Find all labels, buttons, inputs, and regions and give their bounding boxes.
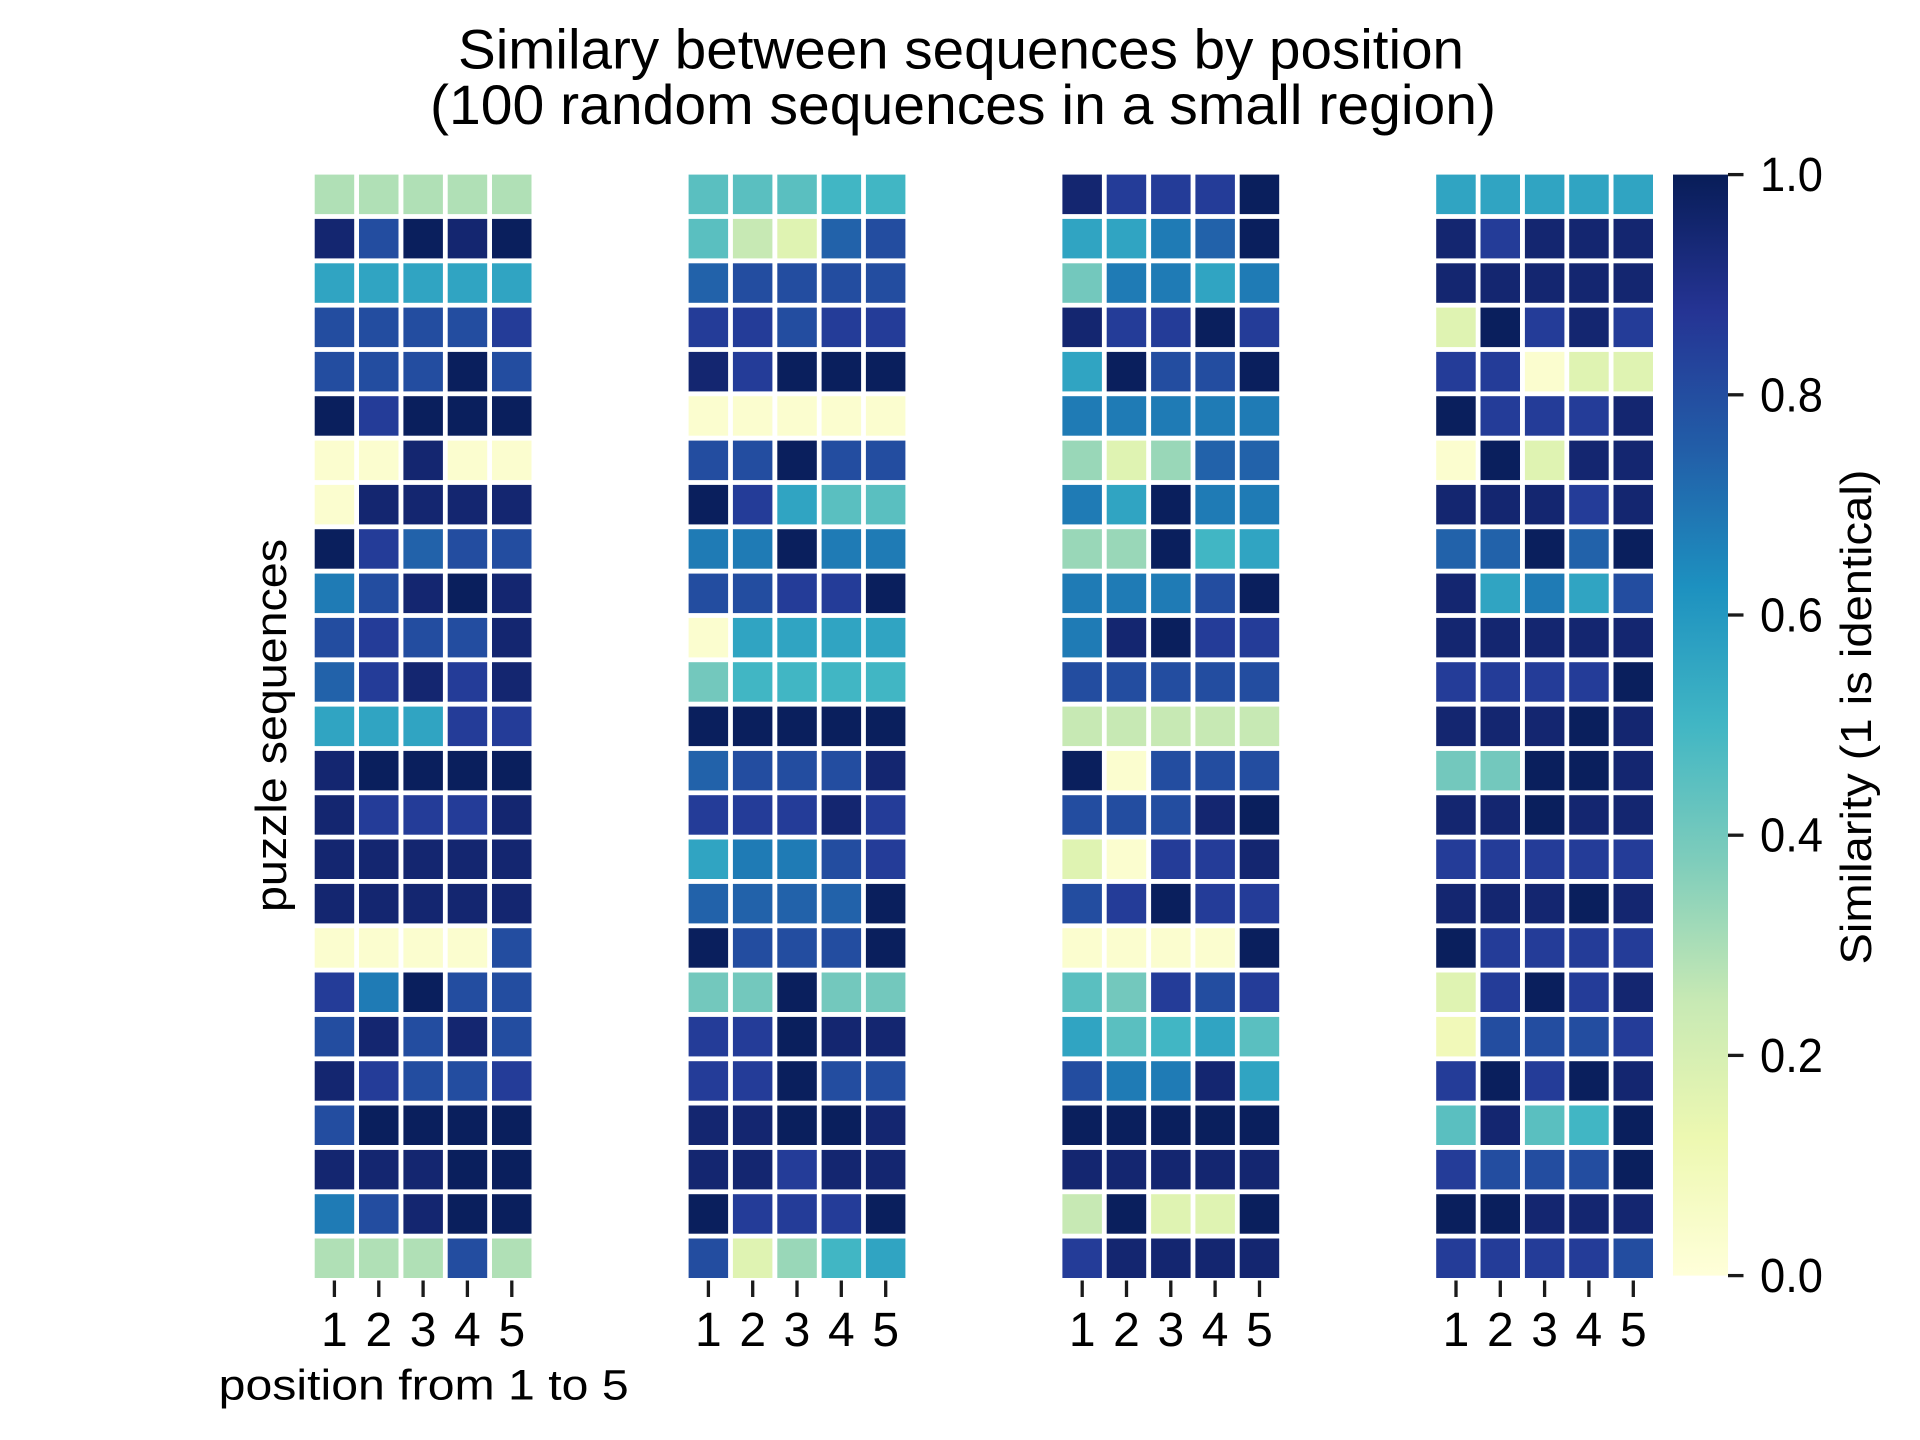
svg-text:5: 5 [872,1304,899,1357]
svg-text:4: 4 [1202,1304,1229,1357]
svg-text:0.8: 0.8 [1760,369,1823,422]
svg-text:0.4: 0.4 [1760,810,1823,863]
svg-text:Similary between sequences by: Similary between sequences by position [458,18,1464,81]
svg-text:3: 3 [410,1304,437,1357]
svg-text:5: 5 [1620,1304,1647,1357]
svg-text:1.0: 1.0 [1760,149,1823,202]
svg-text:0.6: 0.6 [1760,590,1823,643]
svg-text:5: 5 [1246,1304,1273,1357]
svg-text:2: 2 [365,1304,392,1357]
svg-text:1: 1 [1443,1304,1470,1357]
svg-text:2: 2 [1487,1304,1514,1357]
svg-text:1: 1 [695,1304,722,1357]
svg-text:2: 2 [1113,1304,1140,1357]
svg-text:4: 4 [454,1304,481,1357]
svg-text:1: 1 [1069,1304,1096,1357]
svg-text:0.0: 0.0 [1760,1250,1823,1303]
svg-text:4: 4 [828,1304,855,1357]
svg-text:2: 2 [739,1304,766,1357]
svg-text:1: 1 [321,1304,348,1357]
svg-text:Similarity (1 is identical): Similarity (1 is identical) [1832,470,1881,965]
svg-text:4: 4 [1576,1304,1603,1357]
svg-text:3: 3 [1531,1304,1558,1357]
svg-text:puzzle sequences: puzzle sequences [247,539,296,912]
svg-text:3: 3 [784,1304,811,1357]
svg-text:5: 5 [498,1304,525,1357]
svg-text:position from 1 to 5: position from 1 to 5 [219,1361,629,1409]
svg-text:3: 3 [1157,1304,1184,1357]
svg-text:(100 random sequences in a sma: (100 random sequences in a small region) [430,73,1496,136]
svg-text:0.2: 0.2 [1760,1030,1823,1083]
